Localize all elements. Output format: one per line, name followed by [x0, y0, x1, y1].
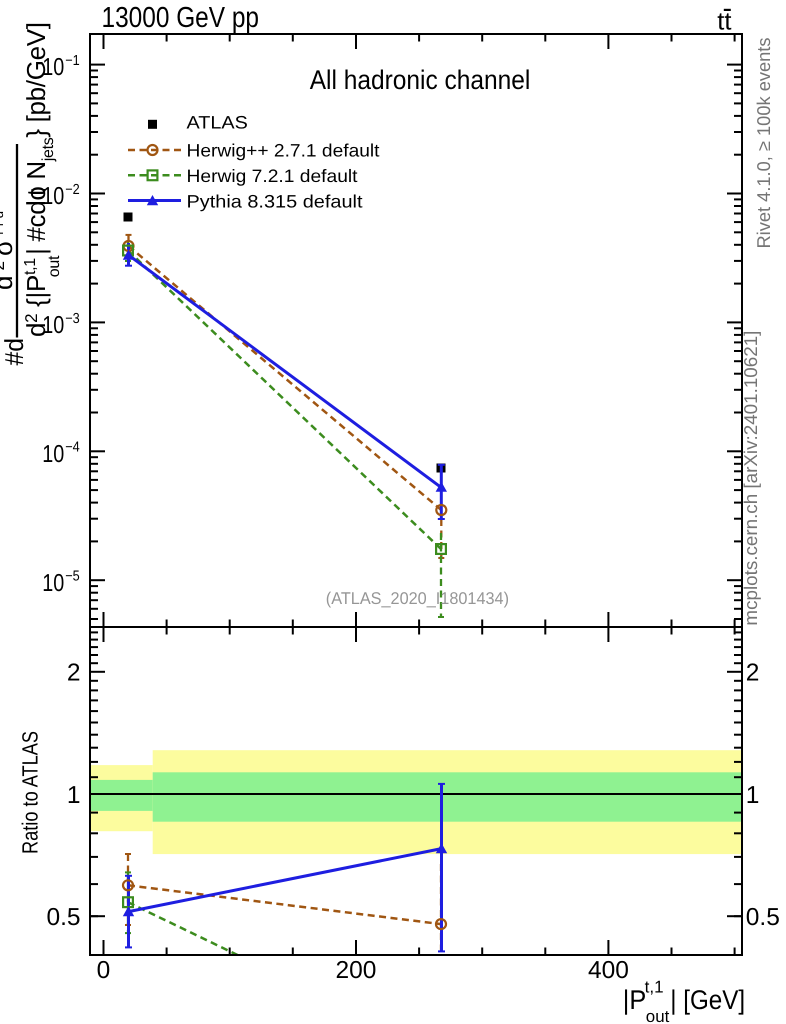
svg-text:200: 200 — [336, 957, 377, 984]
svg-text:0.5: 0.5 — [746, 904, 780, 931]
svg-text:0.5: 0.5 — [46, 904, 80, 931]
svg-text:All hadronic channel: All hadronic channel — [310, 65, 531, 95]
svg-text:−5: −5 — [65, 569, 80, 585]
svg-text:#d: #d — [0, 338, 29, 366]
svg-text:| [GeV]: | [GeV] — [670, 985, 745, 1015]
svg-text:(ATLAS_2020_I1801434): (ATLAS_2020_I1801434) — [326, 589, 509, 608]
svg-text:Rivet 4.1.0, ≥ 100k events: Rivet 4.1.0, ≥ 100k events — [753, 38, 774, 249]
svg-text:10: 10 — [42, 183, 64, 210]
svg-text:Ratio to ATLAS: Ratio to ATLAS — [18, 731, 43, 854]
svg-text:10: 10 — [42, 441, 64, 468]
svg-text:0: 0 — [97, 957, 111, 984]
svg-text:400: 400 — [588, 957, 629, 984]
svg-text:t,1: t,1 — [645, 977, 664, 996]
svg-text:2: 2 — [746, 660, 760, 687]
svg-text:−4: −4 — [65, 440, 80, 456]
svg-text:−2: −2 — [65, 182, 80, 198]
svg-text:13000 GeV pp: 13000 GeV pp — [102, 2, 260, 34]
svg-text:Herwig++ 2.7.1 default: Herwig++ 2.7.1 default — [187, 141, 380, 161]
svg-text:tt: tt — [717, 8, 731, 36]
svg-text:10: 10 — [42, 570, 64, 597]
svg-text:1: 1 — [67, 782, 81, 809]
svg-text:−1: −1 — [65, 53, 80, 69]
svg-text:mcplots.cern.ch [arXiv:2401.10: mcplots.cern.ch [arXiv:2401.10621] — [740, 331, 761, 626]
svg-text:ATLAS: ATLAS — [187, 112, 248, 132]
svg-text:2: 2 — [67, 660, 81, 687]
svg-text:1: 1 — [746, 782, 760, 809]
svg-text:10: 10 — [42, 54, 64, 81]
svg-text:Pythia 8.315 default: Pythia 8.315 default — [187, 192, 363, 212]
svg-text:−3: −3 — [65, 311, 80, 327]
svg-text:|P: |P — [623, 985, 647, 1015]
svg-text:Herwig 7.2.1 default: Herwig 7.2.1 default — [187, 166, 358, 186]
svg-text:out: out — [646, 1007, 670, 1024]
svg-text:d2σfid: d2σfid — [0, 211, 18, 290]
svg-text:10: 10 — [42, 312, 64, 339]
